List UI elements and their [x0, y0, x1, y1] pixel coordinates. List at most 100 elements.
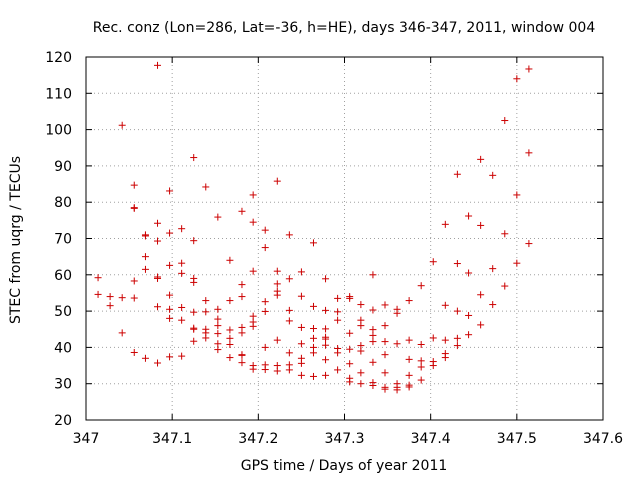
- data-point: [525, 240, 533, 248]
- data-point: [226, 326, 234, 334]
- data-point: [369, 331, 377, 339]
- data-point: [190, 308, 198, 316]
- data-point: [261, 366, 269, 374]
- data-point: [166, 261, 174, 269]
- data-point: [525, 65, 533, 73]
- data-point: [309, 325, 317, 333]
- data-point: [369, 271, 377, 279]
- data-point: [249, 322, 257, 330]
- data-points: [94, 61, 533, 394]
- x-tick-label: 347.5: [497, 431, 537, 447]
- y-tick-label: 40: [54, 340, 72, 356]
- data-point: [346, 345, 354, 353]
- data-point: [369, 306, 377, 314]
- y-axis-label: STEC from uqrg / TECUs: [8, 156, 24, 324]
- data-point: [441, 354, 449, 362]
- data-point: [381, 301, 389, 309]
- data-point: [214, 330, 222, 338]
- data-point: [226, 340, 234, 348]
- data-point: [141, 354, 149, 362]
- data-point: [226, 334, 234, 342]
- data-point: [357, 322, 365, 330]
- data-point: [226, 354, 234, 362]
- data-point: [238, 359, 246, 367]
- data-point: [214, 213, 222, 221]
- y-tick-label: 60: [54, 268, 72, 284]
- data-point: [525, 149, 533, 157]
- data-point: [369, 338, 377, 346]
- data-point: [285, 349, 293, 357]
- data-point: [429, 258, 437, 266]
- y-tick-label: 50: [54, 304, 72, 320]
- data-point: [393, 386, 401, 394]
- data-point: [369, 382, 377, 390]
- data-point: [429, 334, 437, 342]
- data-point: [154, 219, 162, 227]
- y-tick-label: 100: [45, 123, 72, 139]
- data-point: [477, 221, 485, 229]
- data-point: [238, 207, 246, 215]
- data-point: [226, 297, 234, 305]
- data-point: [513, 259, 521, 267]
- data-point: [322, 335, 330, 343]
- x-tick-label: 347: [73, 431, 100, 447]
- data-point: [190, 278, 198, 286]
- data-point: [273, 177, 281, 185]
- data-point: [369, 358, 377, 366]
- data-point: [417, 376, 425, 384]
- data-point: [309, 302, 317, 310]
- data-point: [249, 365, 257, 373]
- data-point: [166, 353, 174, 361]
- data-point: [285, 306, 293, 314]
- data-point: [501, 117, 509, 125]
- data-point: [381, 322, 389, 330]
- data-point: [94, 290, 102, 298]
- data-point: [405, 297, 413, 305]
- data-point: [261, 244, 269, 252]
- data-point: [393, 340, 401, 348]
- x-tick-label: 347.3: [324, 431, 364, 447]
- data-point: [118, 329, 126, 337]
- data-point: [322, 325, 330, 333]
- data-point: [322, 306, 330, 314]
- data-point: [261, 307, 269, 315]
- data-point: [106, 302, 114, 310]
- data-point: [381, 385, 389, 393]
- data-point: [154, 274, 162, 282]
- data-point: [297, 371, 305, 379]
- data-point: [190, 337, 198, 345]
- data-point: [273, 280, 281, 288]
- data-point: [465, 212, 473, 220]
- data-point: [118, 121, 126, 129]
- data-point: [238, 329, 246, 337]
- data-point: [297, 359, 305, 367]
- data-point: [202, 297, 210, 305]
- data-point: [214, 315, 222, 323]
- data-point: [141, 232, 149, 240]
- data-point: [322, 371, 330, 379]
- data-point: [214, 346, 222, 354]
- data-point: [322, 356, 330, 364]
- data-point: [465, 331, 473, 339]
- data-point: [381, 351, 389, 359]
- data-point: [94, 274, 102, 282]
- y-tick-label: 30: [54, 377, 72, 393]
- data-point: [405, 383, 413, 391]
- data-point: [190, 325, 198, 333]
- data-point: [130, 277, 138, 285]
- data-point: [453, 342, 461, 350]
- data-point: [334, 308, 342, 316]
- data-point: [261, 298, 269, 306]
- chart-title: Rec. conz (Lon=286, Lat=-36, h=HE), days…: [93, 20, 596, 36]
- data-point: [346, 378, 354, 386]
- data-point: [226, 256, 234, 264]
- data-point: [238, 293, 246, 301]
- data-point: [322, 275, 330, 283]
- data-point: [130, 181, 138, 189]
- data-point: [441, 220, 449, 228]
- data-point: [357, 347, 365, 355]
- x-tick-labels: 347 347.1 347.2 347.3 347.4 347.5 347.6: [73, 431, 623, 447]
- data-point: [118, 294, 126, 302]
- data-point: [238, 281, 246, 289]
- data-point: [202, 308, 210, 316]
